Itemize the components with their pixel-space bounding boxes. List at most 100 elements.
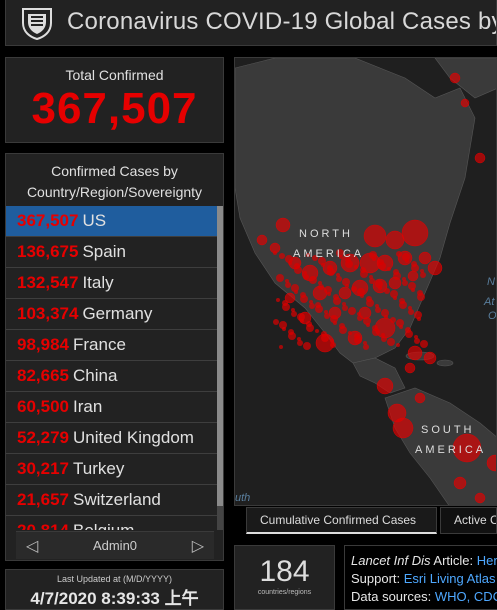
- case-bubble[interactable]: [351, 286, 357, 292]
- case-bubble[interactable]: [417, 290, 423, 296]
- case-bubble[interactable]: [348, 331, 352, 335]
- case-bubble[interactable]: [297, 337, 301, 341]
- case-bubble[interactable]: [342, 305, 348, 311]
- case-bubble[interactable]: [390, 290, 398, 298]
- case-bubble[interactable]: [291, 311, 297, 317]
- case-bubble[interactable]: [390, 317, 396, 323]
- case-bubble[interactable]: [315, 302, 321, 308]
- case-bubble[interactable]: [411, 261, 417, 267]
- case-bubble[interactable]: [381, 309, 389, 317]
- case-bubble[interactable]: [256, 234, 268, 246]
- case-bubble[interactable]: [306, 253, 310, 257]
- case-bubble[interactable]: [375, 280, 383, 288]
- case-bubble[interactable]: [330, 342, 336, 348]
- case-bubble[interactable]: [315, 329, 319, 333]
- case-bubble[interactable]: [303, 342, 311, 350]
- case-bubble[interactable]: [276, 274, 284, 282]
- case-bubble[interactable]: [273, 251, 277, 255]
- case-bubble[interactable]: [381, 336, 387, 342]
- case-bubble[interactable]: [306, 321, 312, 327]
- support-link[interactable]: Esri Living Atlas: [403, 571, 496, 586]
- case-bubble[interactable]: [414, 335, 418, 339]
- case-bubble[interactable]: [378, 259, 384, 265]
- country-list[interactable]: 367,507 US 136,675 Spain 132,547 Italy 103,374…: [6, 206, 217, 530]
- case-bubble[interactable]: [408, 282, 416, 290]
- case-bubble[interactable]: [407, 270, 419, 282]
- case-bubble[interactable]: [284, 292, 296, 304]
- country-row[interactable]: 132,547 Italy: [6, 268, 217, 299]
- case-bubble[interactable]: [420, 272, 426, 278]
- case-bubble[interactable]: [474, 152, 486, 164]
- country-list-scrollbar[interactable]: [217, 206, 223, 530]
- case-bubble[interactable]: [396, 319, 404, 327]
- case-bubble[interactable]: [273, 319, 279, 325]
- tab-cumulative-confirmed[interactable]: Cumulative Confirmed Cases: [246, 507, 437, 534]
- case-bubble[interactable]: [336, 273, 340, 277]
- case-bubble[interactable]: [324, 313, 330, 319]
- case-bubble[interactable]: [294, 263, 300, 269]
- case-bubble[interactable]: [420, 269, 424, 273]
- case-bubble[interactable]: [348, 307, 356, 315]
- case-bubble[interactable]: [360, 267, 366, 273]
- case-bubble[interactable]: [309, 300, 313, 304]
- country-row[interactable]: 98,984 France: [6, 330, 217, 361]
- case-bubble[interactable]: [318, 284, 324, 290]
- case-bubble[interactable]: [452, 433, 482, 463]
- country-row[interactable]: 367,507 US: [6, 206, 217, 237]
- case-bubble[interactable]: [369, 251, 377, 259]
- case-bubble[interactable]: [369, 275, 373, 279]
- case-bubble[interactable]: [474, 492, 486, 504]
- case-bubble[interactable]: [318, 281, 322, 285]
- case-bubble[interactable]: [288, 329, 294, 335]
- case-bubble[interactable]: [279, 345, 283, 349]
- case-bubble[interactable]: [399, 298, 405, 304]
- case-bubble[interactable]: [414, 311, 422, 319]
- case-bubble[interactable]: [384, 288, 390, 294]
- case-bubble[interactable]: [324, 286, 332, 294]
- case-bubble[interactable]: [339, 323, 345, 329]
- case-bubble[interactable]: [357, 315, 363, 321]
- case-bubble[interactable]: [309, 303, 315, 309]
- case-bubble[interactable]: [357, 312, 361, 316]
- case-bubble[interactable]: [312, 255, 318, 261]
- scrollbar-thumb[interactable]: [217, 206, 223, 506]
- case-bubble[interactable]: [427, 260, 443, 276]
- case-bubble[interactable]: [423, 351, 437, 365]
- case-bubble[interactable]: [282, 300, 288, 306]
- case-bubble[interactable]: [396, 251, 402, 257]
- case-bubble[interactable]: [402, 280, 408, 286]
- case-bubble[interactable]: [401, 219, 429, 247]
- case-bubble[interactable]: [453, 476, 467, 490]
- case-bubble[interactable]: [303, 274, 309, 280]
- case-bubble[interactable]: [460, 98, 470, 108]
- case-bubble[interactable]: [300, 292, 306, 298]
- case-bubble[interactable]: [404, 362, 416, 374]
- country-row[interactable]: 60,500 Iran: [6, 392, 217, 423]
- case-bubble[interactable]: [276, 298, 280, 302]
- case-bubble[interactable]: [321, 331, 327, 337]
- case-bubble[interactable]: [345, 257, 351, 263]
- case-bubble[interactable]: [408, 309, 414, 315]
- map-canvas[interactable]: [235, 58, 497, 506]
- case-bubble[interactable]: [420, 340, 428, 348]
- case-bubble[interactable]: [363, 317, 371, 325]
- chevron-right-icon[interactable]: ▷: [191, 538, 204, 555]
- case-bubble[interactable]: [291, 284, 299, 292]
- country-row[interactable]: 20,814 Belgium: [6, 516, 217, 530]
- case-bubble[interactable]: [330, 339, 334, 343]
- country-row[interactable]: 52,279 United Kingdom: [6, 423, 217, 454]
- case-bubble[interactable]: [396, 343, 400, 347]
- case-bubble[interactable]: [392, 417, 414, 439]
- case-bubble[interactable]: [336, 249, 344, 257]
- case-bubble[interactable]: [342, 278, 350, 286]
- country-row[interactable]: 21,657 Switzerland: [6, 485, 217, 516]
- tab-active-cases[interactable]: Active Cases: [440, 507, 497, 534]
- case-bubble[interactable]: [381, 333, 385, 337]
- case-bubble[interactable]: [405, 327, 411, 333]
- case-bubble[interactable]: [357, 288, 365, 296]
- case-bubble[interactable]: [342, 302, 346, 306]
- chevron-left-icon[interactable]: ◁: [26, 538, 39, 555]
- case-bubble[interactable]: [285, 282, 291, 288]
- case-bubble[interactable]: [407, 345, 423, 361]
- case-bubble[interactable]: [354, 265, 358, 269]
